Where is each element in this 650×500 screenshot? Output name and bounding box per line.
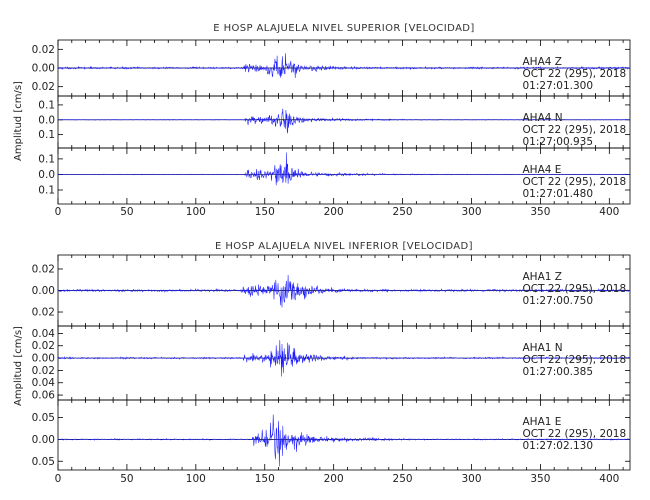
y-tick-label: 0.06	[32, 390, 56, 402]
y-tick-label: 0.05	[32, 456, 55, 468]
y-tick-label: 0.00	[32, 63, 55, 75]
x-tick-label: 300	[461, 206, 481, 218]
x-tick-label: 200	[324, 473, 344, 485]
y-tick-label: 0.02	[32, 263, 55, 275]
trace-station-label: AHA4 N	[522, 112, 562, 124]
y-tick-label: 0.00	[32, 353, 55, 365]
seismogram-panel-1: E HOSP ALAJUELA NIVEL SUPERIOR [VELOCIDA…	[13, 23, 631, 218]
trace-frame	[57, 147, 631, 205]
x-tick-label: 100	[186, 473, 206, 485]
y-tick-label: 0.04	[32, 377, 56, 389]
trace-frame	[57, 399, 631, 471]
y-tick-label: 0.02	[32, 44, 55, 56]
panel-title: E HOSP ALAJUELA NIVEL SUPERIOR [VELOCIDA…	[213, 23, 474, 34]
trace-line	[57, 53, 631, 79]
trace-line	[57, 340, 631, 377]
x-tick-label: 350	[530, 206, 550, 218]
y-tick-label: 0.1	[38, 99, 55, 111]
trace-time-label: 01:27:02.130	[522, 440, 593, 452]
trace-station-label: AHA1 N	[522, 342, 562, 354]
trace-date-label: OCT 22 (295), 2018	[522, 68, 626, 80]
trace-line	[57, 414, 631, 467]
y-tick-label: 0.05	[32, 412, 55, 424]
x-tick-label: 250	[393, 473, 413, 485]
x-tick-label: 0	[55, 206, 62, 218]
x-tick-label: 400	[599, 206, 619, 218]
x-tick-label: 200	[324, 206, 344, 218]
trace-time-label: 01:27:01.300	[522, 80, 593, 92]
trace-station-label: AHA1 E	[522, 416, 561, 428]
trace-date-label: OCT 22 (295), 2018	[522, 428, 626, 440]
x-tick-label: 150	[255, 473, 275, 485]
x-tick-label: 50	[120, 206, 133, 218]
x-tick-label: 50	[120, 473, 133, 485]
y-tick-label: 0.1	[38, 153, 55, 165]
trace-line	[57, 152, 631, 186]
y-tick-label: 0.02	[32, 365, 55, 377]
trace-date-label: OCT 22 (295), 2018	[522, 283, 626, 295]
x-tick-label: 400	[599, 473, 619, 485]
seismogram-panel-2: E HOSP ALAJUELA NIVEL INFERIOR [VELOCIDA…	[13, 241, 631, 485]
trace-station-label: AHA4 Z	[522, 56, 561, 68]
y-axis-label: Amplitud [cm/s]	[13, 326, 24, 406]
y-tick-label: 0.04	[32, 328, 56, 340]
trace-date-label: OCT 22 (295), 2018	[522, 176, 626, 188]
trace-time-label: 01:27:00.750	[522, 295, 593, 307]
trace-station-label: AHA4 E	[522, 164, 561, 176]
trace-time-label: 01:27:01.480	[522, 188, 593, 200]
trace-time-label: 01:27:00.385	[522, 366, 593, 378]
trace-date-label: OCT 22 (295), 2018	[522, 354, 626, 366]
y-tick-label: 0.0	[38, 114, 55, 126]
trace-line	[58, 108, 630, 134]
trace-station-label: AHA1 Z	[522, 271, 561, 283]
trace-line	[57, 274, 631, 308]
y-tick-label: 0.02	[32, 307, 55, 319]
y-axis-label: Amplitud [cm/s]	[13, 81, 24, 161]
x-tick-label: 350	[530, 473, 550, 485]
x-tick-label: 300	[461, 473, 481, 485]
panel-title: E HOSP ALAJUELA NIVEL INFERIOR [VELOCIDA…	[215, 241, 473, 252]
x-tick-label: 0	[55, 473, 62, 485]
y-tick-label: 0.00	[32, 285, 55, 297]
y-tick-label: 0.0	[38, 169, 55, 181]
trace-date-label: OCT 22 (295), 2018	[522, 124, 626, 136]
trace-time-label: 01:27:00.935	[522, 136, 593, 148]
y-tick-label: 0.02	[32, 340, 55, 352]
x-tick-label: 100	[186, 206, 206, 218]
x-tick-label: 150	[255, 206, 275, 218]
y-tick-label: 0.02	[32, 81, 55, 93]
y-tick-label: 0.1	[38, 129, 55, 141]
x-tick-label: 250	[393, 206, 413, 218]
y-tick-label: 0.00	[32, 434, 55, 446]
y-tick-label: 0.1	[38, 185, 55, 197]
